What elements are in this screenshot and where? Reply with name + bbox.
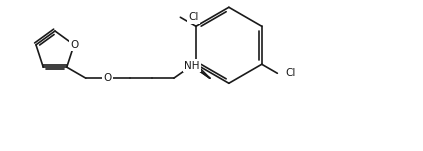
Text: Cl: Cl [188,12,199,22]
Text: Cl: Cl [286,68,296,78]
Text: NH: NH [184,61,200,71]
Text: O: O [70,40,78,50]
Text: O: O [104,73,112,83]
